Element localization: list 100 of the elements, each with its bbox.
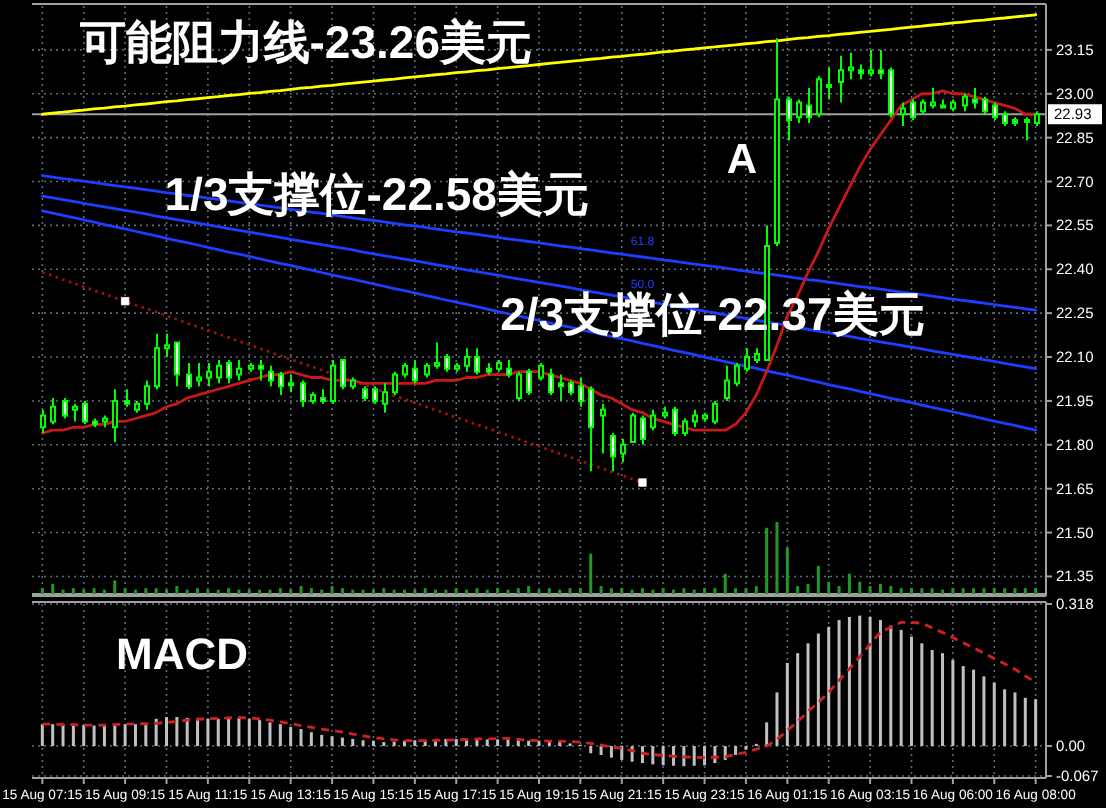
candlestick	[940, 98, 946, 110]
candlestick	[620, 437, 626, 464]
candlestick	[950, 98, 956, 113]
candlestick	[134, 399, 140, 414]
candlestick	[992, 101, 998, 122]
candlestick	[858, 63, 864, 81]
text: MACD	[116, 629, 248, 679]
candlestick	[982, 95, 988, 116]
line-series	[40, 13, 1038, 116]
candlestick	[102, 414, 108, 429]
candlestick	[900, 101, 906, 127]
candlestick	[402, 361, 408, 379]
candlestick	[92, 417, 98, 429]
candlestick	[558, 373, 564, 402]
candlestick	[392, 370, 398, 397]
candlestick	[434, 341, 440, 370]
candlestick	[1024, 116, 1030, 142]
candlestick	[516, 370, 522, 402]
candlestick	[300, 379, 306, 408]
candlestick	[734, 361, 740, 388]
candlestick	[72, 402, 78, 423]
candlestick	[816, 75, 822, 119]
candlestick	[268, 364, 274, 388]
candlestick	[288, 373, 294, 394]
candlestick	[382, 382, 388, 414]
candlestick	[248, 361, 254, 373]
candlestick	[412, 358, 418, 385]
candlestick	[672, 405, 678, 438]
candlestick	[754, 347, 760, 364]
candlestick	[826, 66, 832, 101]
candlestick	[910, 98, 916, 122]
candlestick	[806, 86, 812, 125]
candlestick	[236, 358, 242, 382]
candlestick	[444, 353, 450, 373]
candlestick	[548, 367, 554, 397]
candlestick	[144, 379, 150, 411]
candlestick	[650, 408, 656, 432]
candlestick	[82, 399, 88, 426]
candlestick	[1012, 116, 1018, 127]
candlestick	[578, 376, 584, 408]
candlestick	[226, 358, 232, 385]
candlestick	[454, 361, 460, 373]
candlestick	[486, 361, 492, 376]
candlestick	[930, 86, 936, 110]
line-series	[40, 89, 1038, 435]
candlestick	[186, 361, 192, 391]
candlestick	[464, 347, 470, 373]
candlestick	[196, 361, 202, 388]
candlestick	[538, 361, 544, 382]
candlestick	[278, 370, 284, 397]
candlestick	[112, 388, 118, 443]
candlestick	[174, 341, 180, 388]
candlestick	[526, 367, 532, 397]
candlestick	[372, 385, 378, 405]
candlestick	[362, 385, 368, 402]
candlestick	[838, 54, 844, 104]
candlestick	[774, 37, 780, 247]
candlestick	[154, 332, 160, 391]
candlestick	[692, 408, 698, 429]
annotation: 可能阻力线-23.26美元	[77, 15, 532, 68]
line-series	[40, 620, 1038, 760]
annotation: A	[726, 137, 757, 184]
candlestick	[320, 388, 326, 405]
candlestick	[888, 66, 894, 119]
candlestick	[164, 332, 170, 359]
candlestick	[600, 402, 606, 455]
candlestick	[206, 361, 212, 388]
candlestick	[920, 98, 926, 116]
candlestick	[258, 358, 264, 382]
candlestick	[962, 92, 968, 113]
candlestick	[50, 397, 56, 426]
candlestick	[310, 391, 316, 405]
candlestick	[216, 358, 222, 385]
candlestick	[610, 432, 616, 473]
candlestick	[124, 388, 130, 408]
candlestick	[682, 417, 688, 438]
candlestick	[340, 358, 346, 391]
candlestick	[506, 358, 512, 379]
candlestick	[712, 399, 718, 426]
candlestick	[62, 397, 68, 420]
candlestick	[568, 379, 574, 397]
candlestick	[796, 98, 802, 125]
candlestick	[496, 358, 502, 373]
candlestick	[630, 411, 636, 443]
candlestick	[474, 347, 480, 376]
candlestick	[40, 408, 46, 435]
candlestick	[702, 411, 708, 423]
candlestick	[868, 48, 874, 78]
candlestick	[662, 405, 668, 420]
candlestick	[878, 48, 884, 81]
candlestick	[786, 95, 792, 142]
candlestick	[972, 86, 978, 110]
candlestick	[424, 361, 430, 379]
candlestick	[350, 376, 356, 391]
candlestick	[588, 385, 594, 473]
candlestick	[330, 358, 336, 405]
candlestick	[724, 364, 730, 402]
candlestick	[848, 51, 854, 81]
candlestick	[640, 414, 646, 446]
candlestick	[1002, 110, 1008, 127]
